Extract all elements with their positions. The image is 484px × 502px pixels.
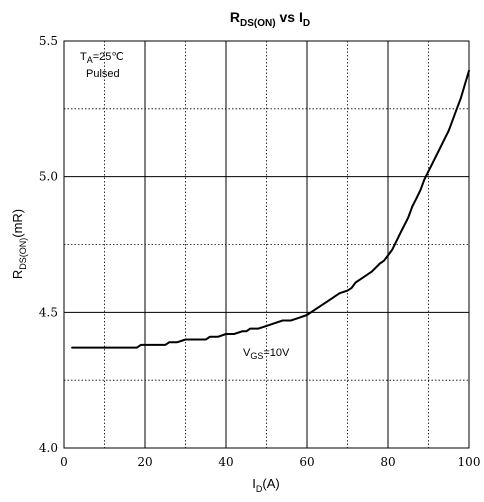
x-axis-label-sub: D: [256, 484, 263, 494]
condition-ta-main: T: [80, 51, 87, 63]
tick-labels: 0 20 40 60 80 100 4.0 4.5 5.0 5.5: [39, 34, 481, 469]
condition-line-1: TA=25℃: [80, 51, 124, 65]
grid: [64, 41, 469, 448]
x-axis-label-main: I: [252, 476, 256, 491]
chart-title-sub: DS(ON): [240, 18, 276, 29]
vgs-sub: GS: [250, 351, 263, 361]
condition-line-2: Pulsed: [86, 68, 120, 80]
y-tick-label: 4.5: [39, 305, 58, 319]
y-axis-label-main: R: [10, 270, 25, 279]
y-axis-label: RDS(ON)(mR): [10, 209, 28, 279]
x-tick-label: 20: [137, 455, 152, 469]
y-tick-label: 5.0: [39, 170, 58, 184]
x-tick-label: 80: [380, 455, 395, 469]
x-tick-label: 60: [299, 455, 314, 469]
chart-title-mid: vs I: [276, 9, 303, 25]
plot-frame: [63, 40, 470, 449]
y-tick-label: 4.0: [39, 441, 58, 455]
chart-title-main: R: [230, 9, 240, 25]
series-layer: [71, 69, 470, 349]
x-axis-label: ID(A): [252, 476, 279, 494]
condition-ta-tail: =25℃: [93, 51, 124, 63]
y-axis-label-sub: DS(ON): [18, 238, 28, 270]
x-tick-label: 40: [218, 455, 233, 469]
x-tick-label: 0: [60, 455, 68, 469]
vgs-main: V: [243, 347, 251, 359]
vgs-annotation: VGS=10V: [243, 347, 290, 361]
chart-title-sub2: D: [303, 18, 310, 29]
y-axis-label-tail: (mR): [10, 209, 25, 238]
y-tick-label: 5.5: [39, 34, 58, 48]
rdson-curve: [71, 69, 470, 349]
vgs-tail: =10V: [263, 347, 290, 359]
chart-title: RDS(ON) vs ID: [230, 9, 310, 29]
x-tick-label: 100: [458, 455, 481, 469]
x-axis-label-tail: (A): [262, 476, 279, 491]
condition-ta-sub: A: [87, 55, 93, 65]
